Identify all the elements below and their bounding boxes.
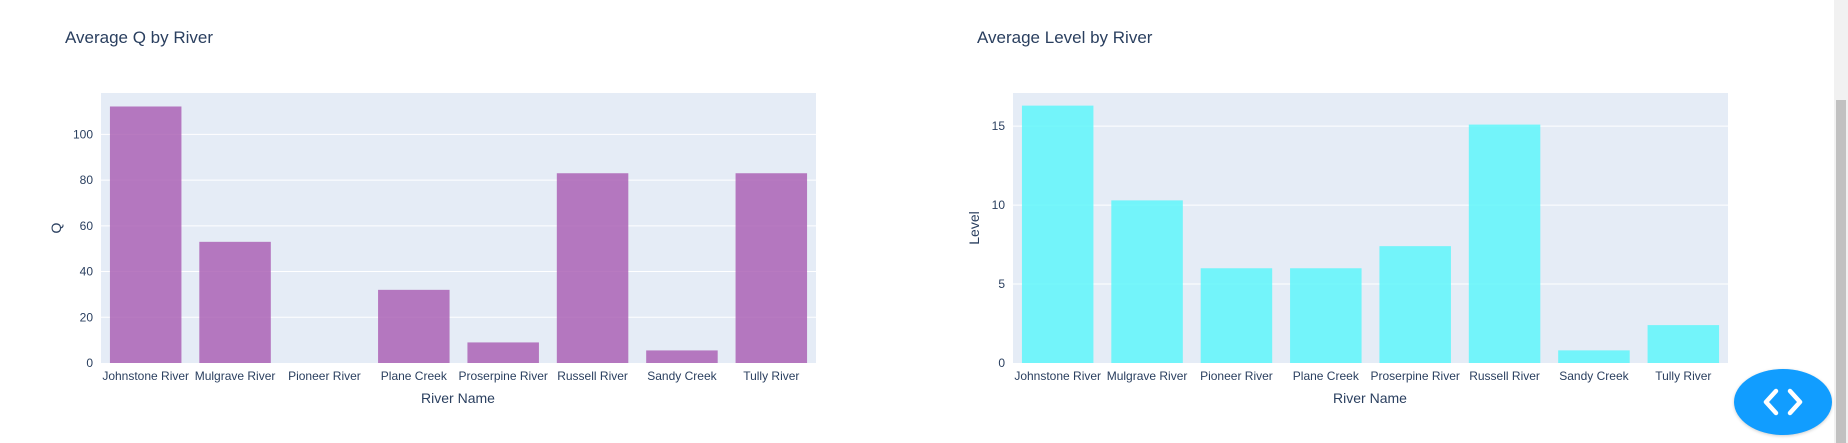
y-tick-label: 40	[80, 265, 94, 279]
code-toggle-button[interactable]	[1734, 369, 1832, 435]
x-tick-label: Proserpine River	[459, 369, 548, 383]
bar-mulgrave-river[interactable]	[199, 241, 271, 363]
chart2-x-axis-title: River Name	[1333, 390, 1407, 406]
bar-mulgrave-river[interactable]	[1111, 200, 1183, 363]
x-tick-label: Russell River	[1469, 369, 1540, 383]
y-tick-label: 100	[73, 127, 93, 141]
bar-tully-river[interactable]	[1647, 325, 1720, 363]
bar-plane-creek[interactable]	[1290, 268, 1362, 363]
x-tick-label: Plane Creek	[1293, 369, 1360, 383]
chart-level-by-river: Average Level by River 0 5 10 15 Johnstone …	[966, 28, 1728, 406]
x-tick-label: Tully River	[743, 369, 799, 383]
x-tick-label: Plane Creek	[381, 369, 448, 383]
bar-sandy-creek[interactable]	[1558, 350, 1630, 363]
bar-russell-river[interactable]	[1468, 124, 1541, 363]
y-tick-label: 5	[998, 277, 1005, 291]
x-tick-label: Johnstone River	[102, 369, 189, 383]
x-tick-label: Mulgrave River	[1107, 369, 1188, 383]
chart2-title: Average Level by River	[977, 28, 1153, 47]
bar-proserpine-river[interactable]	[467, 342, 539, 363]
chart1-x-axis-title: River Name	[421, 390, 495, 406]
y-tick-label: 60	[80, 219, 94, 233]
bar-russell-river[interactable]	[556, 173, 629, 363]
scrollbar-thumb[interactable]	[1836, 100, 1846, 443]
code-icon	[1763, 388, 1803, 416]
x-tick-label: Mulgrave River	[195, 369, 276, 383]
x-tick-label: Sandy Creek	[647, 369, 717, 383]
chart2-y-axis-title: Level	[966, 211, 982, 244]
y-tick-label: 0	[86, 356, 93, 370]
bar-johnstone-river[interactable]	[109, 106, 182, 363]
bar-proserpine-river[interactable]	[1379, 246, 1451, 363]
x-tick-label: Sandy Creek	[1559, 369, 1629, 383]
y-tick-label: 20	[80, 310, 94, 324]
x-tick-label: Proserpine River	[1371, 369, 1460, 383]
chart1-y-axis-title: Q	[48, 222, 64, 233]
bar-pioneer-river[interactable]	[1200, 268, 1273, 363]
x-tick-label: Pioneer River	[1200, 369, 1273, 383]
y-tick-label: 80	[80, 173, 94, 187]
bar-sandy-creek[interactable]	[646, 350, 718, 363]
bar-tully-river[interactable]	[735, 173, 808, 363]
x-tick-label: Russell River	[557, 369, 628, 383]
x-tick-label: Johnstone River	[1014, 369, 1101, 383]
chart-q-by-river: Average Q by River 0 20 40 60 80 100 Johnston…	[48, 28, 816, 406]
chart1-title: Average Q by River	[65, 28, 213, 47]
page-scrollbar[interactable]	[1834, 0, 1848, 443]
y-tick-label: 10	[992, 198, 1006, 212]
bar-plane-creek[interactable]	[378, 289, 450, 363]
y-tick-label: 0	[998, 356, 1005, 370]
bar-johnstone-river[interactable]	[1021, 105, 1094, 363]
x-tick-label: Tully River	[1655, 369, 1711, 383]
y-tick-label: 15	[992, 119, 1006, 133]
x-tick-label: Pioneer River	[288, 369, 361, 383]
